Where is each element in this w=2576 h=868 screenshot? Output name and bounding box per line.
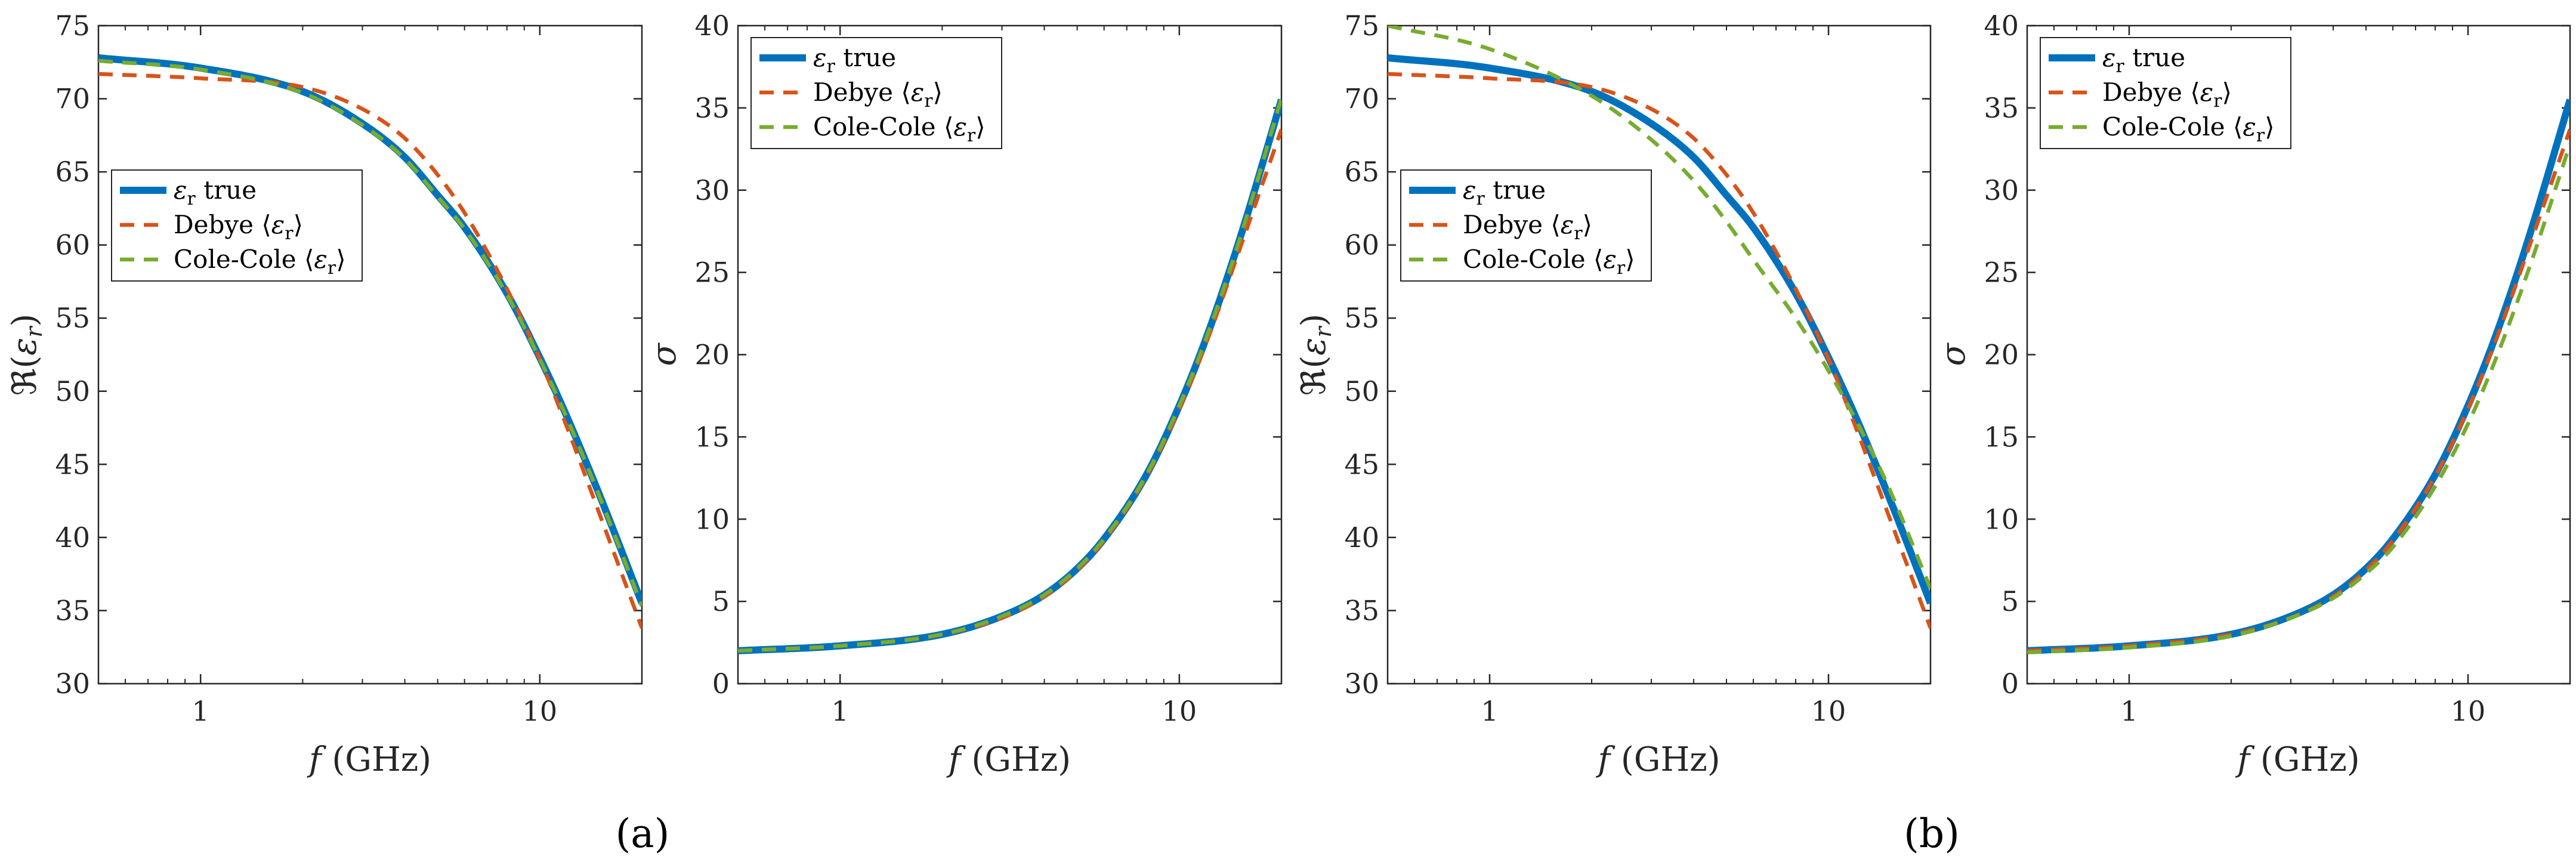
y-tick-label: 30: [694, 174, 730, 206]
series-group: [1388, 26, 1931, 629]
y-tick-label: 45: [1344, 448, 1379, 480]
legend-label-colecole: Cole-Cole ⟨εr⟩: [174, 245, 346, 279]
legend-label-debye: Debye ⟨εr⟩: [813, 78, 943, 112]
y-tick-label: 35: [1984, 92, 2019, 124]
y-tick-label: 65: [55, 156, 90, 188]
y-tick-label: 70: [55, 83, 90, 115]
legend-label-debye: Debye ⟨εr⟩: [174, 210, 303, 244]
series-line-debye: [98, 72, 642, 629]
y-tick-label: 75: [55, 10, 90, 42]
legend-label-colecole: Cole-Cole ⟨εr⟩: [813, 112, 986, 146]
y-tick-label: 10: [694, 503, 730, 535]
y-tick-label: 35: [694, 92, 730, 124]
x-axis-label: f (GHz): [1595, 740, 1720, 779]
x-tick-label: 10: [2451, 695, 2486, 727]
y-tick-label: 40: [1984, 10, 2019, 42]
series-line-colecole: [98, 58, 642, 607]
y-tick-label: 50: [1344, 375, 1379, 407]
x-tick-label: 10: [1162, 695, 1197, 727]
y-tick-label: 0: [2002, 668, 2019, 700]
legend-label-debye: Debye ⟨εr⟩: [2102, 78, 2232, 112]
y-tick-label: 20: [694, 339, 730, 371]
y-tick-label: 20: [1984, 339, 2019, 371]
y-tick-label: 70: [1344, 83, 1379, 115]
series-group: [98, 54, 642, 629]
series-group: [738, 97, 1281, 654]
legend-label-colecole: Cole-Cole ⟨εr⟩: [1463, 245, 1635, 279]
series-group: [2027, 98, 2570, 654]
y-tick-label: 40: [1344, 521, 1379, 554]
x-axis-label: f (GHz): [946, 740, 1071, 779]
legend-label-colecole: Cole-Cole ⟨εr⟩: [2102, 112, 2275, 146]
y-axis-label: ℜ(εr): [5, 314, 47, 396]
y-tick-label: 65: [1344, 156, 1379, 188]
y-tick-label: 35: [55, 594, 90, 626]
x-axis-label: f (GHz): [307, 740, 431, 779]
y-tick-label: 30: [1344, 668, 1379, 700]
chart-b-sigma: 0 5 10 15 20 25 30 35 40 1 10 f (GHz) σ εr trueDebye …: [1934, 10, 2571, 779]
y-tick-label: 25: [694, 257, 730, 289]
chart-b-real: 30 35 40 45 50 55 60 65 70 75 1 10 f (GHz) ℜ(εr) εr tr…: [1295, 10, 1932, 779]
chart-a-real: 30 35 40 45 50 55 60 65 70 75 1 10 f (GHz) ℜ(εr) εr tr…: [5, 10, 643, 779]
y-tick-label: 25: [1984, 257, 2019, 289]
y-tick-label: 10: [1984, 503, 2019, 535]
chart-a-sigma: 0 5 10 15 20 25 30 35 40 1 10 f (GHz) σ εr trueDebye …: [645, 10, 1283, 779]
x-tick-label: 10: [1811, 695, 1846, 727]
y-tick-label: 40: [694, 10, 730, 42]
series-line-colecole: [1388, 26, 1931, 589]
y-tick-label: 55: [1344, 302, 1379, 334]
panel-label-b: (b): [1904, 811, 1960, 857]
x-tick-label: 1: [832, 695, 849, 727]
x-tick-label: 10: [523, 695, 558, 727]
series-line-colecole: [2027, 143, 2570, 654]
y-tick-label: 30: [55, 668, 90, 700]
y-axis-label: ℜ(εr): [1295, 314, 1336, 396]
y-tick-label: 55: [55, 302, 90, 334]
legend-label-true: εr true: [2102, 43, 2185, 77]
x-axis-label: f (GHz): [2235, 740, 2359, 779]
x-tick-label: 1: [192, 695, 209, 727]
y-tick-label: 60: [1344, 229, 1379, 261]
y-tick-label: 30: [1984, 174, 2019, 206]
y-tick-label: 40: [55, 521, 90, 554]
y-tick-label: 75: [1344, 10, 1379, 42]
y-tick-label: 0: [712, 668, 730, 700]
legend-label-true: εr true: [174, 175, 257, 209]
y-axis-label: σ: [645, 342, 684, 366]
series-line-true: [2027, 98, 2570, 654]
legend-label-true: εr true: [1463, 175, 1546, 209]
y-axis-label: σ: [1934, 342, 1973, 366]
legend-label-debye: Debye ⟨εr⟩: [1463, 210, 1592, 244]
axes-box: [97, 24, 643, 685]
legend-label-true: εr true: [813, 43, 896, 77]
series-line-true: [738, 98, 1281, 654]
y-tick-label: 45: [55, 448, 90, 480]
series-line-debye: [1388, 72, 1931, 629]
x-tick-label: 1: [2120, 695, 2138, 727]
y-tick-label: 60: [55, 229, 90, 261]
y-tick-label: 5: [2002, 585, 2019, 617]
y-tick-label: 15: [694, 421, 730, 453]
y-tick-label: 5: [712, 585, 730, 617]
y-tick-label: 35: [1344, 594, 1379, 626]
panel-label-a: (a): [616, 811, 670, 857]
x-tick-label: 1: [1481, 695, 1498, 727]
y-tick-label: 15: [1984, 421, 2019, 453]
y-tick-label: 50: [55, 375, 90, 407]
axes-box: [1386, 24, 1932, 685]
